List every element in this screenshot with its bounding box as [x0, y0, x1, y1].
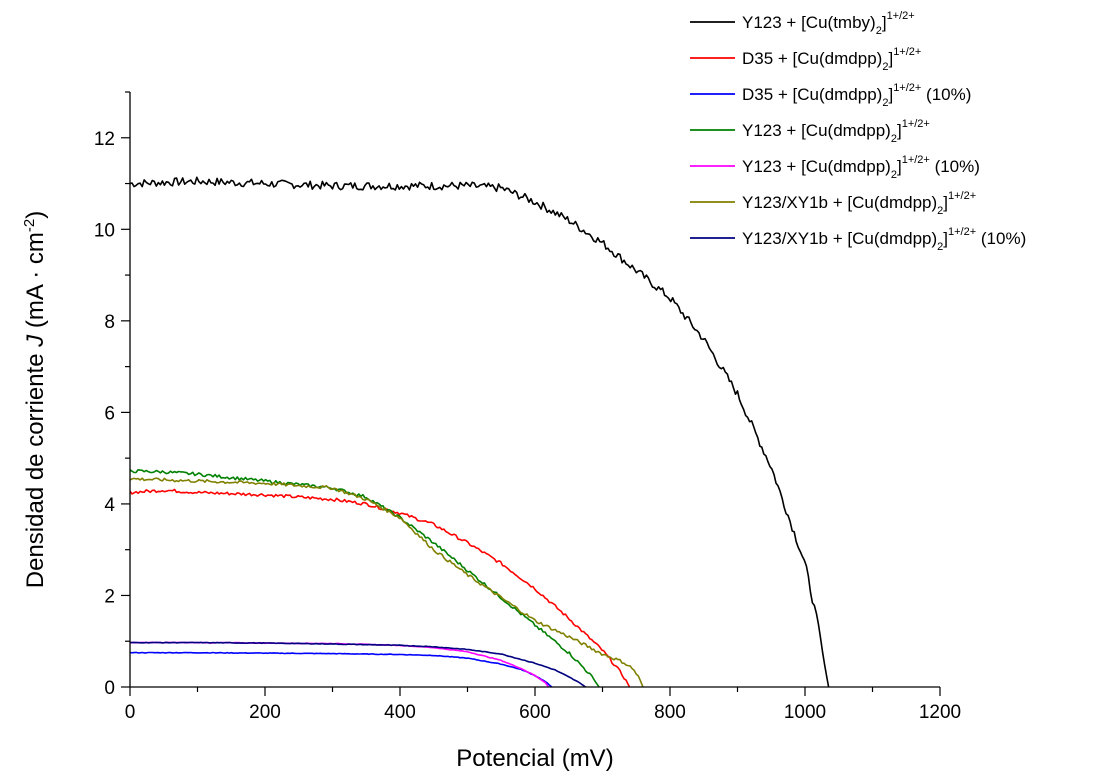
legend-label-main: Y123/XY1b + [Cu(dmdpp) [742, 193, 937, 212]
axes-layer [121, 91, 941, 696]
series-line-6 [129, 477, 644, 688]
y-tick-label: 8 [104, 312, 115, 333]
legend-label-superscript: 1+/2+ [902, 118, 930, 130]
legend-label-subscript: 2 [891, 133, 897, 145]
y-tick-label: 12 [94, 129, 115, 150]
legend-label-2: D35 + [Cu(dmdpp)2]1+/2+ [742, 46, 921, 73]
x-tick-label: 400 [384, 702, 416, 723]
legend-label-subscript: 2 [937, 241, 943, 253]
legend-label-subscript: 2 [882, 61, 888, 73]
legend-label-superscript: 1+/2+ [887, 10, 915, 22]
legend-label-bracket: ] [897, 157, 902, 176]
legend-label-superscript: 1+/2+ [948, 226, 976, 238]
series-line-1 [129, 176, 830, 688]
x-tick-label: 1000 [784, 702, 826, 723]
y-axis-title-unit: (mA · cm [22, 232, 49, 335]
y-tick-label: 10 [94, 220, 115, 241]
legend-label-suffix: (10%) [930, 157, 980, 176]
y-axis-title-variable: J [22, 334, 49, 348]
legend-label-superscript: 1+/2+ [902, 154, 930, 166]
series-line-4 [129, 468, 600, 688]
legend-label-superscript: 1+/2+ [893, 82, 921, 94]
legend-label-main: D35 + [Cu(dmdpp) [742, 49, 882, 68]
y-axis-title-unit-exponent: -2 [21, 219, 38, 232]
x-tick-label: 600 [519, 702, 551, 723]
y-axis-title: Densidad de corriente J (mA · cm-2) [21, 211, 49, 588]
legend-label-5: Y123 + [Cu(dmdpp)2]1+/2+ (10%) [742, 154, 980, 181]
legend-label-superscript: 1+/2+ [948, 190, 976, 202]
y-tick-label: 0 [104, 678, 115, 699]
legend-label-1: Y123 + [Cu(tmby)2]1+/2+ [742, 10, 915, 37]
legend-label-bracket: ] [943, 229, 948, 248]
legend-label-bracket: ] [882, 13, 887, 32]
legend-label-7: Y123/XY1b + [Cu(dmdpp)2]1+/2+ (10%) [742, 226, 1026, 253]
legend-label-main: Y123/XY1b + [Cu(dmdpp) [742, 229, 937, 248]
legend-label-main: Y123 + [Cu(tmby) [742, 13, 876, 32]
legend: Y123 + [Cu(tmby)2]1+/2+D35 + [Cu(dmdpp)2… [690, 10, 1026, 253]
legend-label-subscript: 2 [876, 25, 882, 37]
y-tick-label: 2 [104, 586, 115, 607]
x-axis-title: Potencial (mV) [456, 745, 613, 772]
y-axis-title-prefix: Densidad de corriente [22, 347, 49, 588]
legend-label-suffix: (10%) [976, 229, 1026, 248]
legend-label-4: Y123 + [Cu(dmdpp)2]1+/2+ [742, 118, 930, 145]
legend-label-bracket: ] [888, 49, 893, 68]
legend-label-3: D35 + [Cu(dmdpp)2]1+/2+ (10%) [742, 82, 971, 109]
y-tick-label: 6 [104, 403, 115, 424]
legend-label-subscript: 2 [882, 97, 888, 109]
labels-layer: 0 200 400 600 800 1000 1200 0 2 4 6 8 10 12 [94, 129, 961, 723]
legend-label-main: Y123 + [Cu(dmdpp) [742, 157, 891, 176]
legend-label-bracket: ] [888, 85, 893, 104]
series-line-5 [129, 641, 550, 688]
legend-label-main: D35 + [Cu(dmdpp) [742, 85, 882, 104]
x-tick-label: 0 [125, 702, 136, 723]
legend-label-superscript: 1+/2+ [893, 46, 921, 58]
series-line-2 [129, 488, 631, 688]
x-tick-label: 1200 [919, 702, 961, 723]
legend-label-bracket: ] [943, 193, 948, 212]
y-axis-title-unit-close: ) [22, 211, 49, 219]
x-tick-label: 800 [654, 702, 686, 723]
series-line-7 [129, 641, 587, 688]
legend-label-6: Y123/XY1b + [Cu(dmdpp)2]1+/2+ [742, 190, 976, 217]
x-tick-label: 200 [249, 702, 281, 723]
series-layer [129, 176, 830, 688]
legend-label-subscript: 2 [891, 169, 897, 181]
legend-label-suffix: (10%) [921, 85, 971, 104]
legend-label-bracket: ] [897, 121, 902, 140]
series-line-3 [129, 651, 553, 688]
y-tick-label: 4 [104, 495, 115, 516]
legend-label-subscript: 2 [937, 205, 943, 217]
legend-label-main: Y123 + [Cu(dmdpp) [742, 121, 891, 140]
